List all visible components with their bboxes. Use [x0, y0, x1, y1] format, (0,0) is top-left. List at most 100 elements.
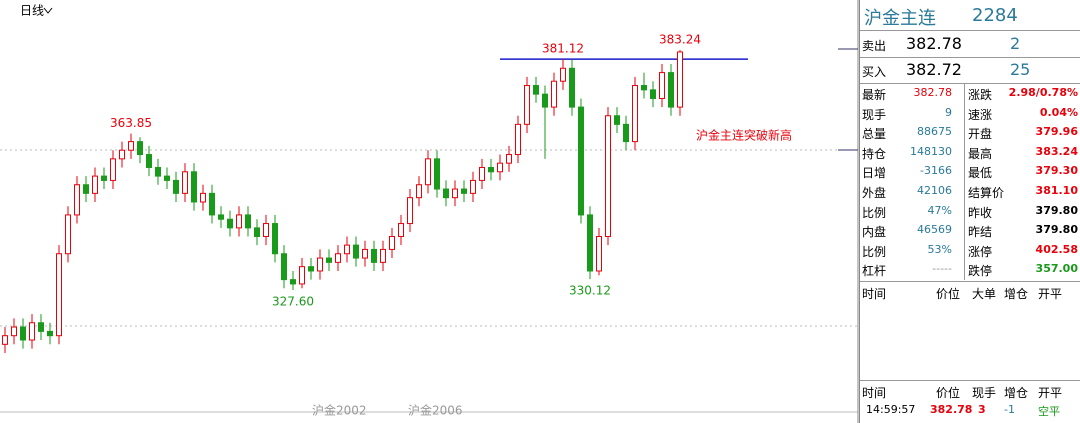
candle-body [542, 93, 548, 108]
candle-body [173, 179, 179, 194]
stat-value: 9 [945, 105, 952, 119]
stat-label: 涨跌 [968, 88, 993, 102]
stat-value: 148130 [910, 144, 952, 158]
candle-body [416, 184, 422, 199]
stat-label: 杠杆 [862, 264, 887, 279]
stat-label: 结算价 [968, 186, 1005, 200]
quote-price: 382.72 [906, 60, 962, 79]
deal-cell: 3 [978, 403, 986, 416]
period-selector[interactable]: 日线 [20, 4, 44, 18]
candle-body [191, 171, 197, 203]
candle-body [335, 253, 341, 263]
candle-body [551, 80, 557, 108]
candle-body [110, 158, 116, 181]
candle-body [146, 154, 152, 168]
column-header: 开平 [1038, 287, 1063, 301]
candle-body [209, 192, 215, 216]
quote-price: 382.78 [906, 34, 962, 53]
stat-value: 42106 [917, 184, 952, 197]
candle-body [569, 67, 575, 108]
candle-body [389, 235, 395, 250]
stat-value: 47% [927, 203, 952, 217]
deal-cell: 14:59:57 [866, 403, 916, 416]
candle-body [452, 188, 458, 199]
column-header: 时间 [862, 386, 887, 400]
column-header: 开平 [1038, 386, 1063, 400]
candle-body [353, 244, 359, 259]
candle-body [2, 335, 8, 345]
stat-value: 379.80 [1035, 223, 1078, 237]
column-header: 大单 [972, 287, 997, 301]
candle-body [425, 158, 431, 186]
candle-body [605, 115, 611, 237]
quote-panel: 沪金主连 2284 卖出 382.78 2 买入 382.72 25 最新 382.78 涨跌 2… [859, 0, 1080, 423]
candle-body [668, 72, 674, 108]
candle-body [164, 175, 170, 181]
stat-label: 现手 [862, 107, 887, 122]
extreme-label: 327.60 [272, 294, 314, 308]
stat-value: ----- [932, 262, 952, 276]
candle-body [254, 227, 260, 237]
stat-label: 昨结 [968, 225, 993, 240]
stat-value: 357.00 [1035, 262, 1078, 276]
candle-body [20, 326, 26, 341]
candle-body [479, 166, 485, 181]
column-header: 增仓 [1004, 287, 1029, 301]
candle-body [38, 322, 44, 332]
candle-body [245, 214, 251, 229]
contract-label: 沪金2002 [312, 403, 367, 418]
candle-body [371, 248, 377, 263]
quote-volume: 2 [1010, 34, 1021, 53]
quote-label: 买入 [862, 65, 887, 79]
divider [860, 57, 1080, 58]
stat-value: 379.96 [1035, 125, 1078, 139]
candle-body [659, 72, 665, 99]
candle-body [515, 123, 521, 156]
candle-body [272, 223, 278, 255]
stat-label: 比例 [862, 244, 887, 259]
candle-body [326, 257, 332, 263]
extreme-label: 330.12 [569, 284, 611, 298]
candle-body [380, 248, 386, 263]
deal-cell: 382.78 [930, 403, 973, 416]
candle-body [56, 253, 62, 337]
candle-body [47, 330, 53, 337]
stat-value: 379.30 [1035, 164, 1078, 178]
candle-body [29, 322, 35, 341]
candle-body [497, 162, 503, 173]
candle-body [290, 279, 296, 285]
candle-body [263, 223, 269, 237]
candle-body [443, 188, 449, 199]
candle-body [128, 141, 134, 151]
divider [860, 380, 1080, 381]
candle-body [623, 123, 629, 143]
stat-value: 0.04% [1039, 105, 1078, 119]
candle-body [434, 158, 440, 190]
candle-body [578, 106, 584, 216]
divider [860, 83, 1080, 84]
candle-body [533, 85, 539, 95]
column-header: 价位 [936, 287, 961, 301]
candle-body [317, 257, 323, 272]
divider [860, 30, 1080, 31]
candle-body [11, 326, 17, 337]
dropdown-arrow[interactable] [43, 7, 53, 14]
candle-body [236, 214, 242, 229]
candle-body [506, 154, 512, 164]
deal-cell: 空平 [1038, 405, 1060, 418]
stat-label: 速涨 [968, 107, 993, 122]
candle-body [308, 266, 314, 272]
candle-body [200, 192, 206, 203]
stat-value: 88675 [917, 125, 952, 139]
candle-body [155, 166, 161, 177]
candle-body [137, 141, 143, 156]
stat-value: 46569 [917, 223, 952, 237]
divider [964, 84, 965, 280]
stat-value: 383.24 [1035, 144, 1078, 158]
divider [860, 281, 1080, 282]
candle-body [92, 175, 98, 194]
candle-body [632, 85, 638, 143]
candle-body [461, 188, 467, 194]
candle-body [398, 223, 404, 237]
